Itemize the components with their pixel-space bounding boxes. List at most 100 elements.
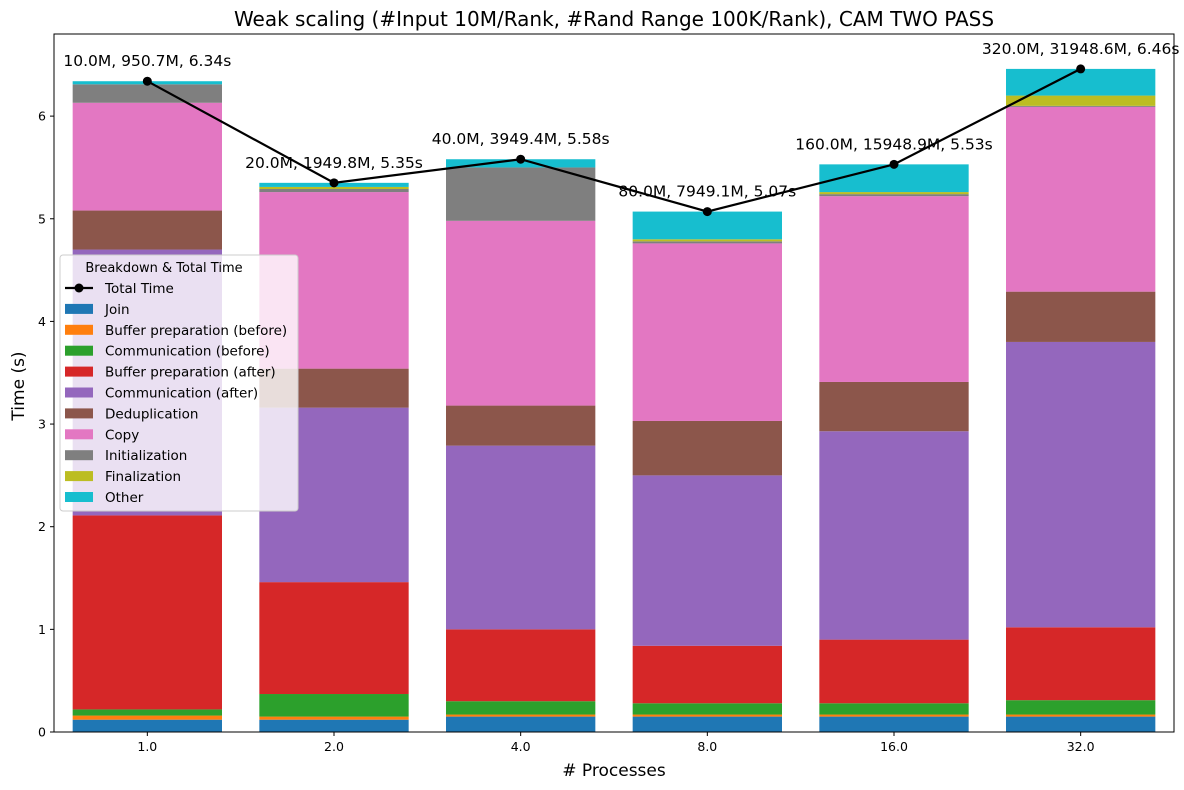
bar-segment-other-3	[632, 211, 782, 240]
bar-segment-deduplication-0	[72, 210, 223, 250]
legend-swatch-buffer-preparation-before	[65, 324, 93, 335]
bar-segment-communication-before-1	[259, 694, 409, 717]
bar-segment-initialization-5	[1006, 105, 1156, 107]
bar-segment-buffer-preparation-after-2	[446, 629, 596, 702]
total-time-marker-4	[889, 159, 899, 169]
bar-segment-communication-before-0	[72, 709, 223, 716]
legend-box	[59, 254, 299, 512]
total-time-marker-2	[516, 154, 526, 164]
bar-segment-communication-after-3	[632, 475, 782, 646]
bar-segment-copy-5	[1006, 106, 1156, 292]
bar-segment-buffer-preparation-before-4	[819, 714, 969, 717]
legend-marker-total-time	[74, 283, 84, 293]
legend-swatch-initialization	[65, 450, 93, 461]
bar-segment-buffer-preparation-after-1	[259, 582, 409, 695]
stacked-bars	[72, 68, 1156, 732]
legend-label-deduplication: Deduplication	[105, 406, 198, 422]
bar-segment-deduplication-4	[819, 381, 969, 432]
legend-title: Breakdown & Total Time	[85, 261, 242, 276]
bar-segment-finalization-1	[259, 186, 409, 189]
bar-segment-copy-2	[446, 220, 596, 406]
legend-swatch-other	[65, 492, 93, 502]
bar-segment-buffer-preparation-after-5	[1006, 627, 1156, 701]
legend-label-buffer-preparation-before: Buffer preparation (before)	[105, 323, 287, 339]
bar-segment-deduplication-5	[1006, 291, 1156, 342]
legend: Breakdown & Total Time Total Time Join Buff…	[59, 254, 299, 512]
bar-segment-initialization-4	[819, 194, 969, 197]
total-time-annotation-5: 320.0M, 31948.6M, 6.46s	[982, 40, 1180, 58]
bar-segment-finalization-5	[1006, 95, 1156, 106]
bar-segment-finalization-4	[819, 192, 969, 195]
x-axis-title: # Processes	[562, 761, 666, 781]
bar-segment-buffer-preparation-after-0	[72, 515, 223, 710]
bar-segment-join-4	[819, 716, 969, 732]
bar-segment-communication-before-5	[1006, 700, 1156, 715]
bar-segment-join-3	[632, 716, 782, 732]
bar-segment-deduplication-2	[446, 405, 596, 446]
x-tick-label-2: 4.0	[511, 739, 531, 754]
bar-segment-buffer-preparation-after-3	[632, 645, 782, 704]
bar-segment-other-4	[819, 164, 969, 193]
bar-segment-buffer-preparation-before-1	[259, 716, 409, 720]
bar-segment-join-2	[446, 716, 596, 732]
bar-segment-initialization-3	[632, 241, 782, 244]
legend-label-total-time: Total Time	[104, 281, 174, 297]
bar-segment-communication-before-3	[632, 703, 782, 715]
chart-title: Weak scaling (#Input 10M/Rank, #Rand Ran…	[234, 7, 994, 31]
total-time-marker-1	[329, 178, 339, 188]
x-tick-label-1: 2.0	[324, 739, 344, 754]
bar-segment-deduplication-3	[632, 420, 782, 476]
legend-label-buffer-preparation-after: Buffer preparation (after)	[105, 365, 276, 381]
legend-swatch-copy	[65, 429, 93, 440]
bar-segment-copy-0	[72, 102, 223, 211]
x-tick-label-5: 32.0	[1067, 739, 1095, 754]
total-time-line	[142, 64, 1086, 217]
total-time-polyline	[146, 67, 1082, 213]
y-tick-label-4: 4	[38, 314, 46, 329]
total-time-annotation-0: 10.0M, 950.7M, 6.34s	[63, 52, 231, 70]
legend-label-communication-after: Communication (after)	[105, 386, 258, 402]
legend-label-initialization: Initialization	[105, 448, 187, 464]
bar-segment-buffer-preparation-before-3	[632, 714, 782, 717]
legend-swatch-join	[65, 303, 93, 314]
legend-label-copy: Copy	[105, 427, 139, 443]
y-tick-label-5: 5	[38, 211, 46, 226]
legend-label-communication-before: Communication (before)	[105, 344, 270, 360]
bar-segment-join-0	[72, 719, 223, 732]
x-tick-label-4: 16.0	[880, 739, 908, 754]
bar-segment-initialization-2	[446, 167, 596, 221]
total-time-annotations: 10.0M, 950.7M, 6.34s 20.0M, 1949.8M, 5.35…	[63, 40, 1179, 201]
bar-segment-join-5	[1006, 716, 1156, 732]
bar-segment-communication-after-4	[819, 431, 969, 640]
bar-segment-initialization-1	[259, 188, 409, 193]
bar-segment-buffer-preparation-after-4	[819, 639, 969, 704]
axes: 0 1 2 3 4 5 6 1.0 2.0 4.0 8.0 16.0 32.0	[38, 33, 1175, 754]
y-axis-title: Time (s)	[9, 351, 29, 421]
bar-segment-communication-before-4	[819, 703, 969, 715]
x-tick-label-0: 1.0	[137, 739, 157, 754]
y-tick-label-0: 0	[38, 725, 46, 740]
total-time-annotation-3: 80.0M, 7949.1M, 5.07s	[618, 183, 796, 201]
bar-segment-copy-3	[632, 243, 782, 421]
total-time-annotation-4: 160.0M, 15948.9M, 5.53s	[795, 135, 993, 153]
total-time-marker-5	[1076, 64, 1086, 74]
bar-segment-buffer-preparation-before-0	[72, 715, 223, 720]
bar-segment-join-1	[259, 719, 409, 732]
bar-segment-copy-4	[819, 196, 969, 382]
legend-swatch-deduplication	[65, 408, 93, 419]
legend-label-finalization: Finalization	[105, 469, 181, 485]
legend-swatch-communication-before	[65, 345, 93, 356]
bar-segment-communication-after-5	[1006, 341, 1156, 628]
legend-swatch-communication-after	[65, 387, 93, 398]
total-time-marker-0	[142, 76, 152, 86]
bar-segment-finalization-3	[632, 239, 782, 242]
y-tick-label-6: 6	[38, 109, 46, 124]
legend-label-join: Join	[104, 302, 130, 318]
bar-segment-communication-after-2	[446, 445, 596, 630]
plot-frame	[53, 33, 1175, 733]
bar-segment-communication-before-2	[446, 701, 596, 715]
legend-label-other: Other	[105, 490, 144, 506]
bar-segment-initialization-0	[72, 84, 223, 103]
bar-segment-buffer-preparation-before-2	[446, 714, 596, 717]
